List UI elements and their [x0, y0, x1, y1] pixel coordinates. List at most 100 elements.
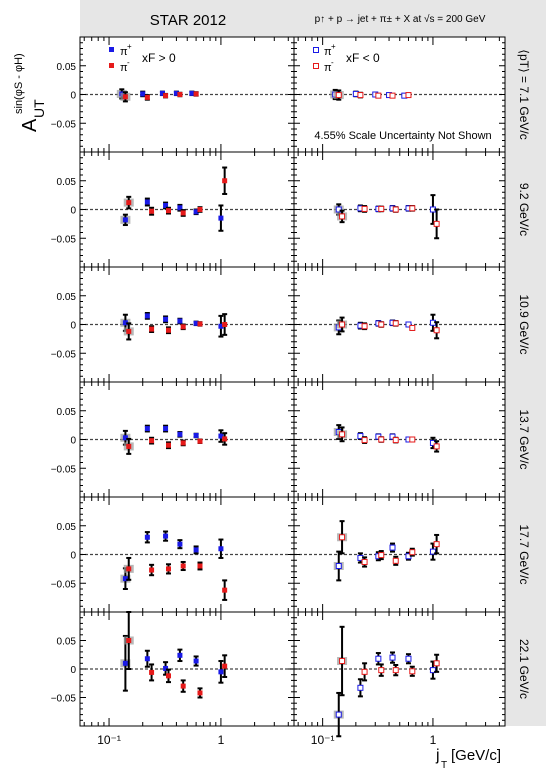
data-point: [163, 533, 169, 539]
data-point: [173, 90, 179, 96]
data-point: [177, 92, 183, 97]
data-point: [166, 673, 172, 679]
y-tick-label: 0.05: [57, 177, 77, 188]
data-point: [177, 205, 183, 211]
data-point: [392, 320, 399, 327]
data-point: [149, 567, 155, 573]
data-point: [433, 541, 440, 548]
legend-pi-plus-label: π: [324, 46, 332, 58]
data-point: [149, 326, 155, 332]
data-point: [218, 546, 224, 552]
panel: −0.05 0 0.05 10⁻¹ 1: [51, 611, 295, 747]
legend-pi-minus-label: π: [324, 62, 332, 74]
y-tick-label: 0: [70, 206, 76, 217]
y-tick-label: −0.05: [51, 234, 77, 245]
y-tick-label: 0.05: [57, 637, 77, 648]
data-point: [166, 327, 172, 333]
y-axis-title: A UT sin(φS - φH): [13, 53, 47, 132]
data-point: [433, 443, 440, 450]
data-point: [375, 92, 382, 99]
data-point: [122, 435, 128, 441]
panel: [293, 266, 506, 383]
panel: −0.05 0 0.05: [51, 36, 295, 153]
data-point: [392, 557, 399, 564]
legend-pi-plus-marker: [109, 47, 114, 52]
data-point: [193, 320, 199, 326]
data-point: [197, 321, 203, 327]
y-tick-label: 0: [70, 665, 76, 676]
data-point: [357, 92, 364, 99]
data-point: [122, 576, 128, 582]
x-axis-title-sub: T: [441, 760, 447, 771]
data-point: [375, 655, 382, 662]
y-tick-label: 0.05: [57, 407, 77, 418]
legend-pi-minus-marker: [313, 63, 319, 69]
legend-xf-positive: π + π - xF > 0: [109, 42, 176, 74]
y-tick-label: 0.05: [57, 522, 77, 533]
y-tick-label: −0.05: [51, 579, 77, 590]
data-point: [126, 566, 132, 572]
data-point: [405, 92, 412, 99]
data-point: [126, 328, 132, 334]
data-point: [361, 205, 368, 212]
y-tick-label: 0.05: [57, 292, 77, 303]
data-point: [144, 534, 150, 540]
data-point: [163, 665, 169, 671]
data-point: [193, 547, 199, 553]
data-point: [335, 92, 342, 99]
data-point: [339, 213, 346, 220]
data-point: [405, 655, 412, 662]
data-point: [144, 94, 150, 100]
data-point: [339, 431, 346, 438]
legend-pi-minus-charge: -: [127, 58, 130, 67]
data-point: [433, 660, 440, 667]
header-background: [80, 0, 546, 37]
legend-pi-plus-charge: +: [331, 42, 336, 51]
data-point: [339, 321, 346, 328]
row-label: 17.7 GeV/c: [517, 524, 531, 584]
data-point: [180, 683, 186, 689]
reaction-label: p↑ + p → jet + π± + X at √s = 200 GeV: [315, 13, 486, 25]
y-tick-label: −0.05: [51, 349, 77, 360]
legend-pi-plus-charge: +: [127, 42, 132, 51]
data-point: [193, 91, 199, 97]
data-point: [335, 711, 342, 718]
experiment-title: STAR 2012: [150, 12, 226, 29]
data-point: [335, 563, 342, 569]
y-tick-label: −0.05: [51, 464, 77, 475]
panel: 10⁻¹ 1: [293, 611, 506, 747]
data-point: [166, 208, 172, 214]
x-tick-label: 10⁻¹: [97, 733, 121, 747]
data-point: [361, 437, 368, 444]
data-point: [177, 652, 183, 658]
data-point: [378, 321, 385, 328]
data-point: [378, 552, 385, 559]
data-point: [409, 668, 416, 675]
data-point: [163, 426, 169, 432]
data-point: [177, 541, 183, 547]
row-label: 10.9 GeV/c: [517, 294, 531, 354]
data-point: [339, 534, 346, 541]
data-point: [149, 438, 155, 444]
row-label: 22.1 GeV/c: [517, 639, 531, 699]
y-tick-label: 0: [70, 91, 76, 102]
y-axis-title-main: A: [19, 118, 41, 132]
data-point: [222, 663, 228, 669]
data-point: [392, 667, 399, 674]
data-point: [405, 321, 412, 328]
panel: [293, 151, 506, 268]
data-point: [163, 93, 169, 99]
data-point: [409, 549, 416, 556]
y-tick-label: −0.05: [51, 694, 77, 705]
data-point: [122, 217, 128, 223]
data-point: [392, 206, 399, 213]
data-point: [429, 667, 436, 674]
data-point: [189, 90, 195, 96]
data-point: [357, 433, 364, 440]
panel: −0.05 0 0.05: [51, 496, 295, 613]
data-point: [389, 544, 396, 551]
legend-pi-plus-marker: [313, 47, 319, 53]
data-point: [361, 558, 368, 565]
scale-uncertainty-note: 4.55% Scale Uncertainty Not Shown: [314, 130, 491, 142]
